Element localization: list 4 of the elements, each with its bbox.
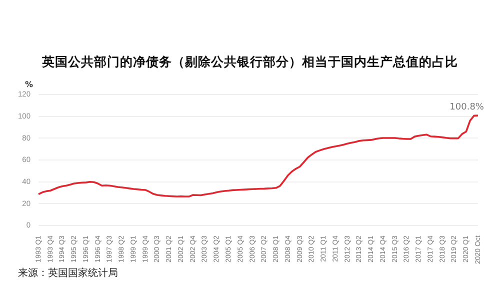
chart-title: 英国公共部门的净债务（剔除公共银行部分）相当于国内生产总值的占比 <box>40 54 459 71</box>
source-note: 来源：英国国家统计局 <box>18 266 118 280</box>
y-axis-title: % <box>25 80 34 89</box>
annotation: 100.8% <box>450 102 484 112</box>
